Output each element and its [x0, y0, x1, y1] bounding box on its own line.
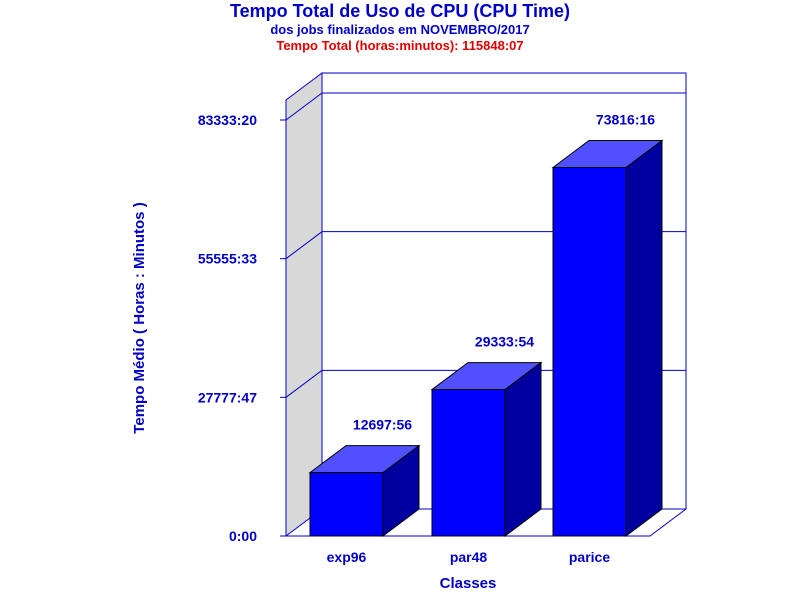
y-tick-label: 0:00 [229, 528, 257, 544]
y-tick-label: 83333:20 [198, 112, 257, 128]
y-tick-label: 55555:33 [198, 251, 257, 267]
bar-exp96 [308, 444, 421, 537]
chart-title: Tempo Total de Uso de CPU (CPU Time) [229, 1, 571, 21]
bar-parice [551, 139, 664, 537]
chart-subtitle: dos jobs finalizados em NOVEMBRO/2017 [270, 22, 530, 37]
x-tick-label: par48 [450, 549, 488, 565]
bar-front [431, 389, 506, 537]
bar-front [552, 167, 627, 537]
x-tick-label: parice [569, 549, 610, 565]
gridline-connector [285, 369, 323, 398]
x-tick-label: exp96 [327, 549, 367, 565]
bar-value-label: 73816:16 [596, 112, 655, 128]
bar-side [625, 139, 663, 537]
x-axis-title: Classes [440, 575, 497, 592]
bar-par48 [430, 361, 543, 537]
bar-value-label: 29333:54 [475, 334, 534, 350]
gridline-connector [285, 92, 323, 121]
bar-front [309, 472, 384, 537]
gridline-connector [285, 231, 323, 260]
floor-edge [286, 508, 687, 537]
total-time-label: Tempo Total (horas:minutos): 115848:07 [276, 38, 524, 53]
bar-side [504, 361, 542, 537]
y-axis-title: Tempo Médio ( Horas : Minutos ) [131, 202, 148, 433]
bar-value-label: 12697:56 [353, 417, 412, 433]
y-tick-label: 27777:47 [198, 389, 257, 405]
side-wall [285, 72, 323, 537]
